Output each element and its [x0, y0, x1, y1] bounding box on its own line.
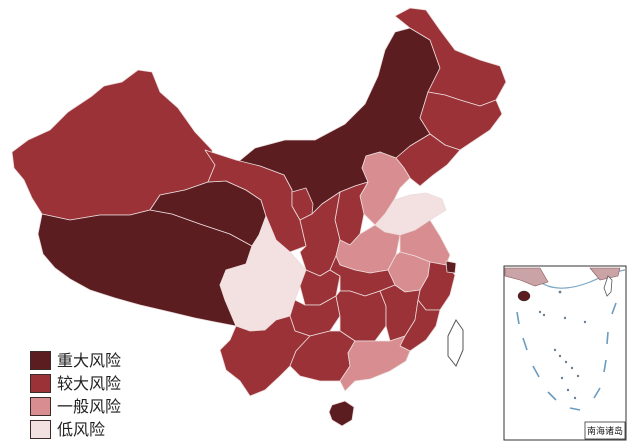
legend-label: 低风险	[57, 420, 106, 439]
legend-swatch	[30, 420, 51, 439]
legend-label: 较大风险	[57, 374, 122, 393]
inset-taiwan-island	[603, 275, 613, 297]
inset-islands	[538, 290, 587, 400]
region-taiwan	[447, 319, 464, 367]
inset-mainland-east	[589, 267, 621, 281]
region-fujian	[399, 299, 441, 352]
legend-label: 重大风险	[57, 351, 122, 370]
legend-swatch	[30, 397, 51, 416]
legend-swatch	[30, 374, 51, 393]
legend-swatch	[30, 351, 51, 370]
legend-item: 较大风险	[30, 372, 121, 395]
region-guangdong	[339, 335, 411, 392]
south-china-sea-inset: 南海诸岛	[503, 265, 627, 441]
inset-label-box	[584, 421, 626, 440]
inset-hainan-island	[517, 290, 531, 302]
region-shanghai	[445, 260, 457, 274]
inset-boundary-dashes	[516, 302, 617, 411]
provinces	[11, 7, 507, 427]
legend-item: 一般风险	[30, 395, 121, 418]
legend-item: 重大风险	[30, 349, 121, 372]
inset-mainland	[504, 267, 549, 287]
region-hainan	[328, 400, 355, 427]
legend-item: 低风险	[30, 418, 121, 441]
legend: 重大风险 较大风险 一般风险 低风险	[30, 349, 121, 441]
inset-label: 南海诸岛	[587, 425, 623, 437]
legend-label: 一般风险	[57, 397, 122, 416]
